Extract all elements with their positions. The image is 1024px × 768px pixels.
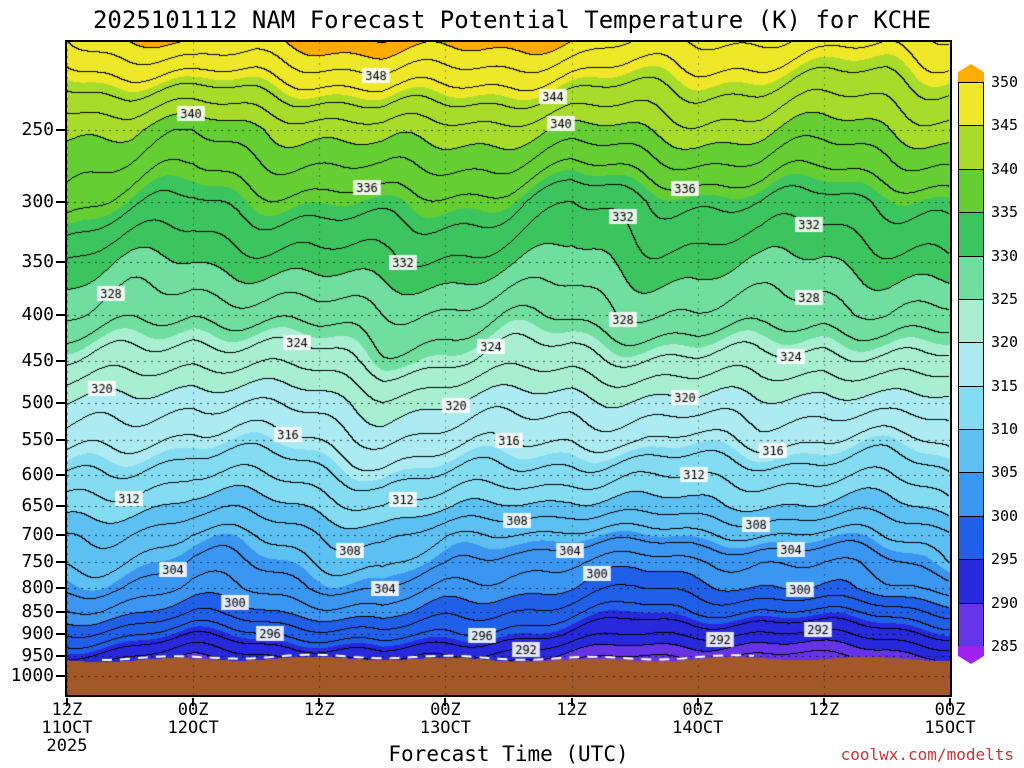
- colorbar-segment: [958, 168, 984, 214]
- x-axis-tick: [192, 698, 195, 706]
- y-axis-tick-label: 950: [21, 644, 54, 666]
- x-axis-tick-label: 12Z: [808, 700, 840, 720]
- colorbar-segment: [958, 82, 984, 127]
- x-axis-tick-label: 00Z: [430, 700, 461, 720]
- y-axis-tick: [56, 401, 65, 404]
- x-axis-tick-label: 13OCT: [419, 718, 472, 738]
- chart-title: 2025101112 NAM Forecast Potential Temper…: [92, 6, 932, 34]
- colorbar-segment: [958, 429, 984, 474]
- y-axis-tick: [56, 674, 65, 677]
- y-axis-tick-label: 550: [21, 429, 54, 451]
- x-axis-tick: [822, 698, 825, 706]
- x-axis-tick-label: 11OCT: [41, 718, 93, 738]
- colorbar-arrow-bottom: [958, 646, 984, 664]
- colorbar-tick-label: 350: [991, 73, 1019, 91]
- contour-canvas: [67, 42, 950, 695]
- colorbar-tick-label: 335: [991, 203, 1019, 222]
- colorbar-tick-label: 285: [991, 637, 1019, 655]
- x-axis-tick: [444, 698, 447, 706]
- colorbar-tick-label: 325: [991, 289, 1019, 308]
- y-axis-tick: [56, 610, 65, 613]
- y-axis-tick: [56, 360, 65, 363]
- y-axis-tick-label: 300: [21, 190, 54, 212]
- y-axis-tick: [56, 439, 65, 442]
- y-axis-tick: [56, 313, 65, 316]
- colorbar-arrow-top: [958, 64, 984, 82]
- y-axis-tick: [56, 586, 65, 589]
- y-axis-tick-label: 1000: [10, 664, 54, 686]
- y-axis-tick: [56, 505, 65, 508]
- x-axis-tick: [570, 698, 573, 706]
- y-axis-tick: [56, 654, 65, 657]
- colorbar-tick-label: 305: [991, 463, 1019, 482]
- y-axis-tick-label: 350: [21, 251, 54, 273]
- y-axis-tick-label: 250: [21, 118, 54, 140]
- y-axis-tick: [56, 200, 65, 203]
- y-axis-tick-label: 850: [21, 600, 54, 622]
- colorbar-tick-label: 290: [991, 593, 1019, 612]
- y-axis-tick: [56, 633, 65, 636]
- colorbar-segment: [958, 255, 984, 300]
- colorbar-tick-label: 300: [991, 506, 1019, 525]
- colorbar-tick-label: 345: [991, 116, 1019, 135]
- y-axis-tick-label: 650: [21, 495, 54, 517]
- y-axis-tick: [56, 561, 65, 564]
- x-axis-tick: [318, 698, 321, 706]
- colorbar-tick-label: 320: [991, 333, 1019, 352]
- x-axis-tick-label: 15OCT: [924, 718, 976, 738]
- y-axis-tick-label: 600: [21, 463, 54, 485]
- x-axis-tick-label: 12OCT: [167, 718, 219, 738]
- colorbar-segment: [958, 298, 984, 344]
- x-axis-tick-label: 2025: [46, 736, 88, 756]
- y-axis-tick-label: 500: [21, 391, 54, 413]
- y-axis-tick: [56, 128, 65, 131]
- colorbar-tick-label: 330: [991, 246, 1019, 265]
- y-axis-tick-label: 750: [21, 551, 54, 573]
- x-axis-tick: [696, 698, 699, 706]
- x-axis-tick: [949, 698, 951, 706]
- y-axis-tick-label: 800: [21, 576, 54, 598]
- x-axis-tick-label: 12Z: [303, 700, 335, 720]
- x-axis-tick-label: 00Z: [177, 700, 209, 720]
- colorbar-segment: [958, 472, 984, 517]
- y-axis-tick-label: 900: [21, 623, 54, 645]
- y-axis-tick: [56, 534, 65, 537]
- colorbar-segment: [958, 385, 984, 431]
- x-axis-tick-label: 00Z: [682, 700, 714, 720]
- plot-frame: [65, 40, 952, 697]
- colorbar-segment: [958, 559, 984, 604]
- x-axis-title: Forecast Time (UTC): [388, 742, 629, 766]
- colorbar-segment: [958, 342, 984, 387]
- colorbar-segment: [958, 602, 984, 647]
- watermark-link[interactable]: coolwx.com/modelts: [840, 745, 1014, 764]
- y-axis-tick-label: 700: [21, 524, 54, 546]
- y-axis-tick-label: 400: [21, 303, 54, 325]
- x-axis-tick-label: 00Z: [934, 700, 966, 720]
- x-axis-tick-label: 14OCT: [672, 718, 724, 738]
- colorbar-segment: [958, 212, 984, 257]
- colorbar-segment: [958, 515, 984, 561]
- y-axis-tick-label: 450: [21, 350, 54, 372]
- x-axis-tick-label: 12Z: [556, 700, 587, 720]
- y-axis-tick: [56, 261, 65, 264]
- x-axis-tick-label: 12Z: [51, 700, 83, 720]
- colorbar-segment: [958, 125, 984, 170]
- colorbar-tick-label: 310: [991, 420, 1019, 439]
- colorbar-tick-label: 340: [991, 159, 1019, 178]
- x-axis-tick: [66, 698, 68, 706]
- colorbar-tick-label: 295: [991, 550, 1019, 569]
- colorbar-tick-label: 315: [991, 376, 1019, 395]
- y-axis-tick: [56, 473, 65, 476]
